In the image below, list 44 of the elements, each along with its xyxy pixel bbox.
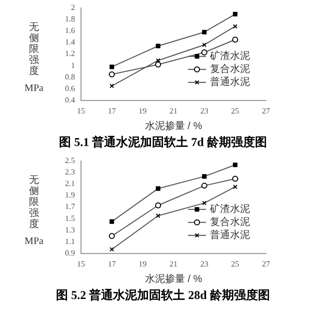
x-tick-label: 21	[170, 106, 178, 116]
x-tick-label: 27	[262, 106, 270, 116]
y-tick-label: 2	[71, 2, 75, 12]
x-tick-label: 19	[138, 259, 147, 268]
y-tick-label: 1.1	[65, 236, 75, 246]
legend-label: 矿渣水泥	[209, 202, 250, 215]
text: 图 5.1 普通水泥加固软土 7d 龄期强度图	[58, 134, 268, 151]
y-tick-label: 2.3	[65, 167, 75, 176]
x-axis-title: 水泥掺量 / %	[144, 272, 202, 285]
legend-label: 复合水泥	[210, 62, 250, 75]
y-tick-label: 0.9	[65, 248, 75, 258]
y-tick-label: 0.6	[65, 84, 75, 93]
x-tick-label: 19	[138, 106, 147, 116]
y-tick-label: 1.4	[65, 38, 75, 47]
x-tick-label: 17	[108, 106, 116, 116]
y-tick-label: 1.5	[65, 214, 75, 223]
y-tick-label: 1	[71, 60, 75, 70]
y-tick-label: 2.1	[65, 179, 75, 188]
y-tick-label: 1.7	[65, 202, 75, 212]
y-tick-label: 0.4	[65, 95, 75, 104]
y-tick-label: 0.8	[65, 72, 75, 82]
y-tick-label: 1.8	[65, 14, 75, 24]
y-tick-label: 1.2	[65, 49, 75, 58]
y-tick-label: 1.6	[65, 26, 75, 36]
legend-label: 复合水泥	[210, 216, 250, 228]
x-tick-label: 15	[77, 106, 85, 116]
x-tick-label: 17	[108, 259, 116, 268]
x-tick-label: 15	[77, 259, 85, 268]
y-axis-title: 无侧限强度 MPa	[24, 175, 44, 247]
x-tick-label: 25	[231, 259, 240, 268]
x-tick-label: 23	[200, 259, 208, 268]
legend-label: 普通水泥	[210, 76, 250, 88]
x-tick-label: 23	[200, 106, 208, 116]
y-tick-label: 1.3	[65, 225, 75, 234]
text: 图 5.2 普通水泥加固软土 28d 龄期强度图	[55, 287, 271, 304]
y-tick-label: 1.9	[65, 190, 75, 200]
x-axis-title: 水泥掺量 / %	[144, 120, 202, 132]
x-tick-label: 25	[231, 106, 240, 116]
x-tick-label: 21	[170, 259, 178, 268]
legend-label: 普通水泥	[210, 228, 250, 241]
y-axis-title: 无侧限强度 MPa	[24, 22, 44, 94]
x-tick-label: 27	[262, 259, 270, 268]
legend-label: 矿渣水泥	[209, 50, 250, 62]
y-tick-label: 2.5	[65, 156, 75, 165]
